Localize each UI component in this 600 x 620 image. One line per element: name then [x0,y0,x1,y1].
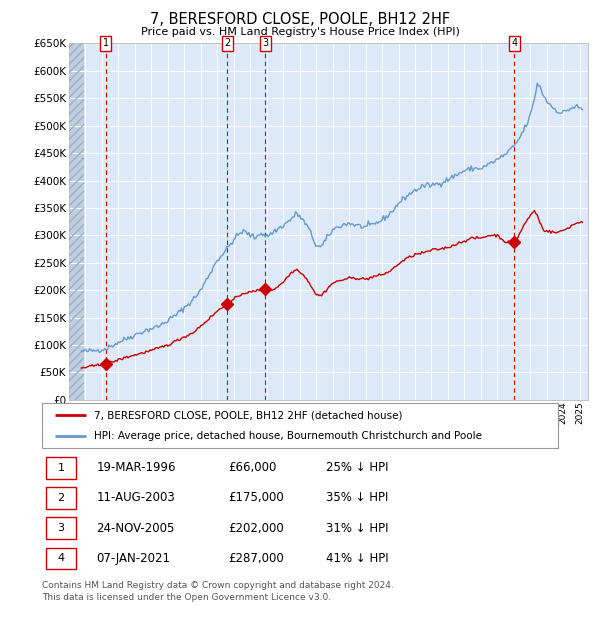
Text: 24-NOV-2005: 24-NOV-2005 [96,521,175,534]
FancyBboxPatch shape [42,403,558,448]
FancyBboxPatch shape [46,517,76,539]
Text: 25% ↓ HPI: 25% ↓ HPI [326,461,388,474]
Text: 4: 4 [511,38,517,48]
Text: Contains HM Land Registry data © Crown copyright and database right 2024.
This d: Contains HM Land Registry data © Crown c… [42,581,394,602]
FancyBboxPatch shape [46,457,76,479]
Text: 41% ↓ HPI: 41% ↓ HPI [326,552,388,565]
Text: 4: 4 [58,554,65,564]
Text: 1: 1 [58,463,65,472]
Text: 35% ↓ HPI: 35% ↓ HPI [326,492,388,505]
Text: 31% ↓ HPI: 31% ↓ HPI [326,521,388,534]
Text: 11-AUG-2003: 11-AUG-2003 [96,492,175,505]
Text: £287,000: £287,000 [228,552,284,565]
Text: £66,000: £66,000 [228,461,276,474]
Text: 19-MAR-1996: 19-MAR-1996 [96,461,176,474]
Text: 07-JAN-2021: 07-JAN-2021 [96,552,170,565]
Text: £175,000: £175,000 [228,492,284,505]
Text: 1: 1 [103,38,109,48]
Text: 7, BERESFORD CLOSE, POOLE, BH12 2HF: 7, BERESFORD CLOSE, POOLE, BH12 2HF [150,12,450,27]
Text: HPI: Average price, detached house, Bournemouth Christchurch and Poole: HPI: Average price, detached house, Bour… [94,432,482,441]
Text: Price paid vs. HM Land Registry's House Price Index (HPI): Price paid vs. HM Land Registry's House … [140,27,460,37]
Text: 2: 2 [58,493,65,503]
Text: 3: 3 [58,523,65,533]
Text: 7, BERESFORD CLOSE, POOLE, BH12 2HF (detached house): 7, BERESFORD CLOSE, POOLE, BH12 2HF (det… [94,410,402,420]
FancyBboxPatch shape [46,487,76,509]
Text: £202,000: £202,000 [228,521,284,534]
Text: 3: 3 [262,38,268,48]
FancyBboxPatch shape [46,547,76,569]
Text: 2: 2 [224,38,230,48]
